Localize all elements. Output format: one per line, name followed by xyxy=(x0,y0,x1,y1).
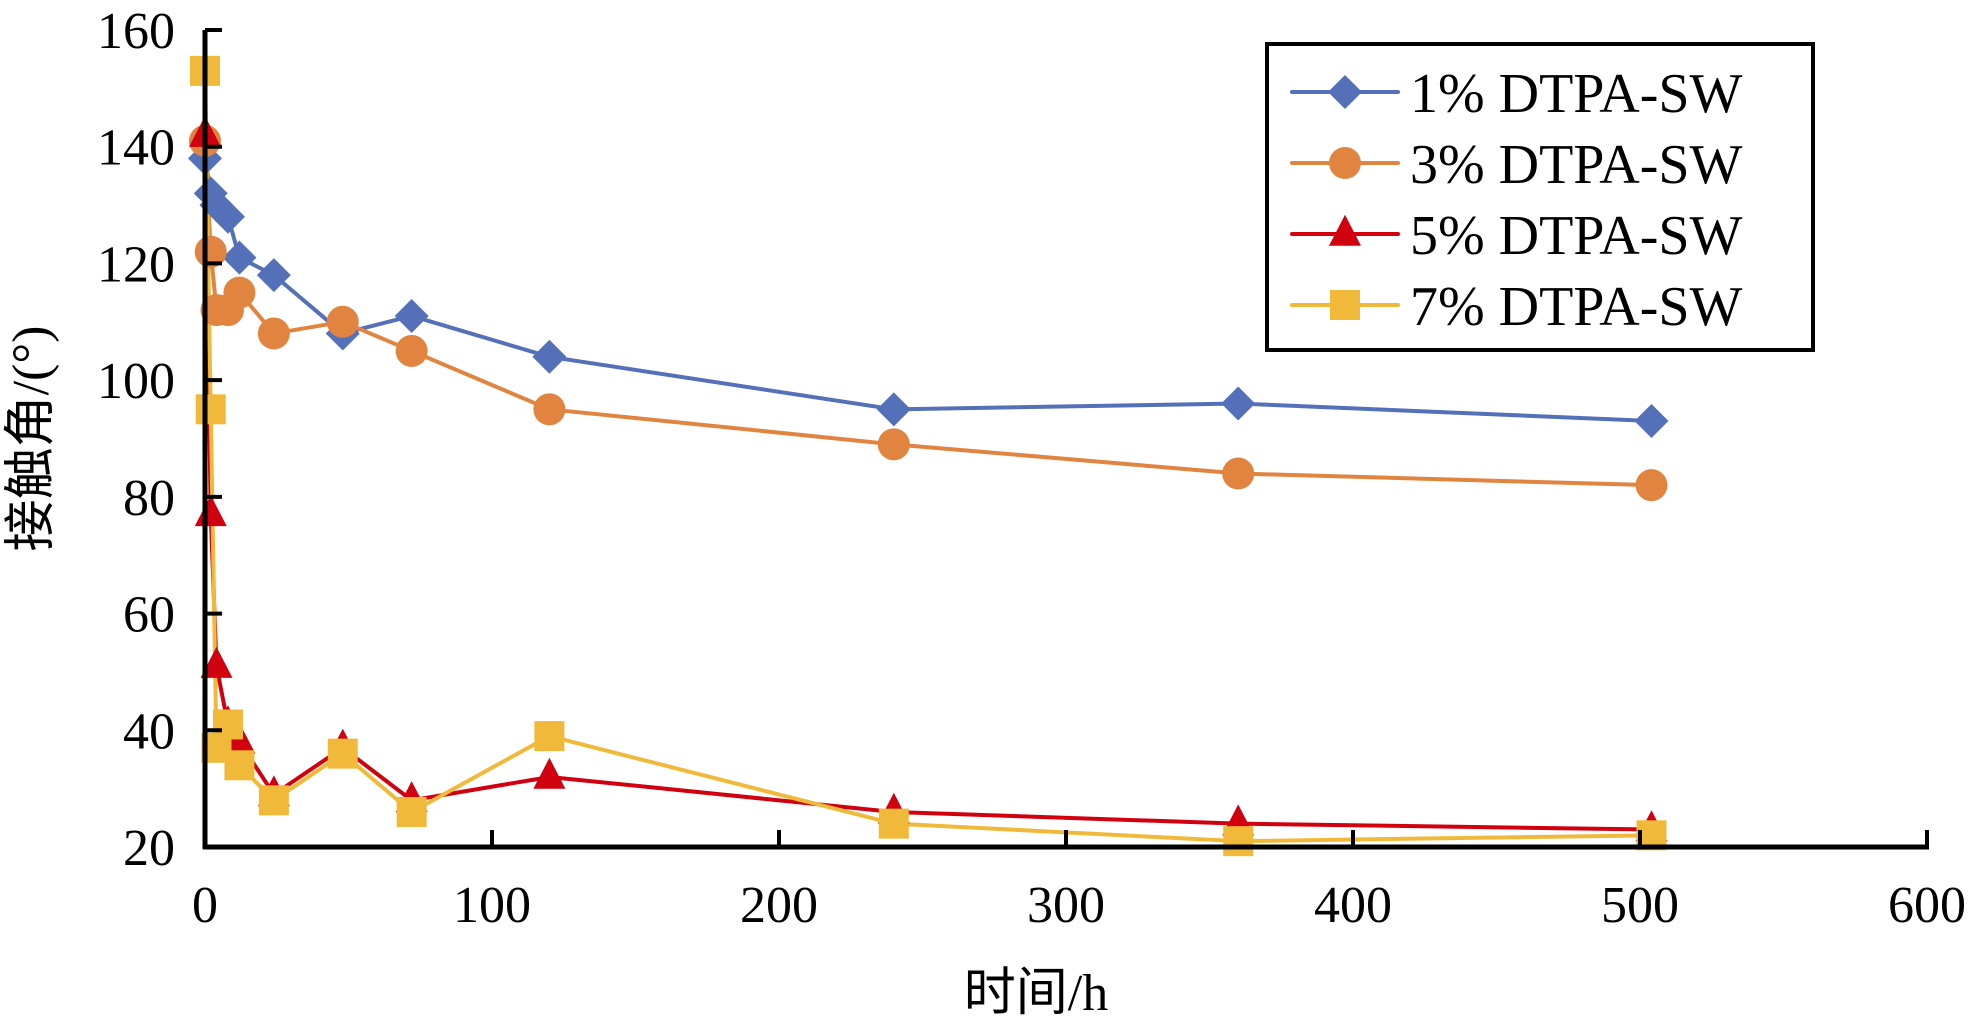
legend-label: 5% DTPA-SW xyxy=(1410,205,1743,267)
data-point-circle xyxy=(395,334,428,367)
data-point-diamond xyxy=(256,258,291,293)
series-markers xyxy=(188,55,1669,857)
data-point-square xyxy=(195,394,226,425)
x-tick-label: 400 xyxy=(1314,877,1392,934)
data-point-circle xyxy=(326,305,359,338)
data-point-square xyxy=(878,808,909,839)
y-tick-label: 140 xyxy=(97,120,175,177)
legend-marker-diamond xyxy=(1328,75,1362,109)
y-tick-label: 80 xyxy=(123,470,175,527)
legend: 1% DTPA-SW 3% DTPA-SW 5% DTPA-SW 7% DTPA-SW xyxy=(1265,42,1815,352)
data-point-triangle xyxy=(200,646,233,678)
legend-label: 3% DTPA-SW xyxy=(1410,134,1743,196)
data-point-diamond xyxy=(532,339,567,374)
y-ticks: 20 40 60 80 100 120 140 160 xyxy=(97,3,222,877)
legend-marker-triangle xyxy=(1329,214,1361,246)
x-tick-label: 300 xyxy=(1027,877,1105,934)
data-point-square xyxy=(224,750,255,781)
data-point-square xyxy=(327,738,358,769)
data-point-circle xyxy=(533,393,566,426)
legend-marker-square xyxy=(1330,290,1360,320)
data-point-square xyxy=(258,785,289,816)
data-point-circle xyxy=(223,276,256,309)
data-point-diamond xyxy=(210,199,245,234)
data-point-diamond xyxy=(876,392,911,427)
data-point-circle xyxy=(257,317,290,350)
y-axis-title: 接触角/(°) xyxy=(3,326,60,552)
data-point-square xyxy=(1223,826,1254,857)
data-point-diamond xyxy=(394,298,429,333)
legend-item: 1% DTPA-SW xyxy=(1290,63,1743,125)
data-point-triangle xyxy=(194,495,227,527)
x-tick-label: 500 xyxy=(1601,877,1679,934)
data-point-circle xyxy=(1222,457,1255,490)
data-point-triangle xyxy=(533,757,566,789)
x-tick-label: 600 xyxy=(1888,877,1966,934)
data-point-square xyxy=(396,796,427,827)
x-ticks: 0 100 200 300 400 500 600 xyxy=(192,830,1966,934)
axes: 20 40 60 80 100 120 140 160 0 100 200 300 400 500 600 xyxy=(97,3,1966,934)
legend-label: 7% DTPA-SW xyxy=(1410,276,1743,338)
series-markers-4 xyxy=(190,55,1667,857)
series-line-4 xyxy=(203,70,1652,844)
data-point-circle xyxy=(877,428,910,461)
x-axis-title: 时间/h xyxy=(964,965,1108,1022)
data-point-diamond xyxy=(222,240,257,275)
data-point-diamond xyxy=(1634,403,1669,438)
data-point-square xyxy=(534,721,565,752)
y-tick-label: 20 xyxy=(123,820,175,877)
y-tick-label: 60 xyxy=(123,587,175,644)
y-tick-label: 160 xyxy=(97,3,175,60)
legend-item: 3% DTPA-SW xyxy=(1290,134,1743,196)
y-tick-label: 100 xyxy=(97,353,175,410)
x-tick-label: 200 xyxy=(740,877,818,934)
legend-item: 7% DTPA-SW xyxy=(1290,276,1743,338)
legend-label: 1% DTPA-SW xyxy=(1410,63,1743,125)
data-point-circle xyxy=(1635,469,1668,502)
data-point-diamond xyxy=(1221,386,1256,421)
y-tick-label: 40 xyxy=(123,703,175,760)
data-point-square xyxy=(212,709,243,740)
x-tick-label: 0 xyxy=(192,877,218,934)
y-tick-label: 120 xyxy=(97,236,175,293)
legend-marker-circle xyxy=(1329,147,1361,179)
x-tick-label: 100 xyxy=(453,877,531,934)
legend-item: 5% DTPA-SW xyxy=(1290,205,1743,267)
